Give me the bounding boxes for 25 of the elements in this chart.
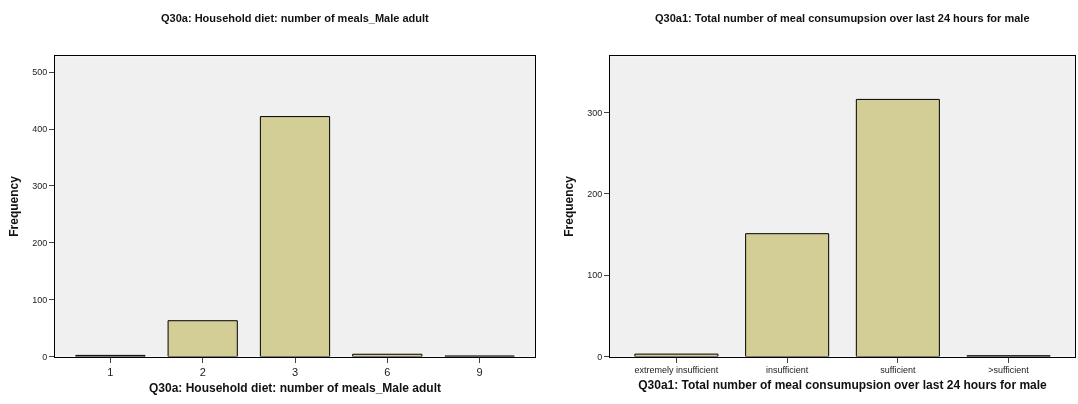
x-tick-label: 2 <box>199 365 206 378</box>
y-tick-label: 100 <box>32 294 48 305</box>
chart-title: Q30a1: Total number of meal consumupsion over last 24 hours for male <box>655 12 1030 24</box>
y-tick-label: 100 <box>587 270 603 281</box>
y-tick-label: 0 <box>42 351 48 362</box>
x-tick-label: 6 <box>384 365 391 378</box>
x-tick-label: 1 <box>107 365 114 378</box>
x-tick-label: sufficient <box>880 365 917 376</box>
y-axis-title: Frequency <box>562 175 577 237</box>
y-tick-label: 0 <box>597 351 603 362</box>
x-axis-title: Q30a1: Total number of meal consumupsion over last 24 hours for male <box>638 378 1048 393</box>
x-tick-label: insufficient <box>765 365 809 376</box>
y-tick-label: 400 <box>32 124 48 135</box>
y-tick-label: 500 <box>32 67 48 78</box>
x-tick-label: >sufficient <box>988 365 1030 376</box>
y-tick-label: 200 <box>32 237 48 248</box>
chart-title: Q30a: Household diet: number of meals_Male adult <box>161 12 430 24</box>
y-axis-title: Frequency <box>7 175 22 237</box>
y-tick-label: 300 <box>32 181 48 192</box>
y-tick-label: 300 <box>587 107 603 118</box>
x-tick-label: 3 <box>291 365 299 378</box>
x-tick-label: 9 <box>476 365 483 378</box>
x-axis-title: Q30a: Household diet: number of meals_Male adult <box>148 380 442 395</box>
x-tick-label: extremely insufficient <box>634 365 719 376</box>
y-tick-label: 200 <box>587 188 603 199</box>
